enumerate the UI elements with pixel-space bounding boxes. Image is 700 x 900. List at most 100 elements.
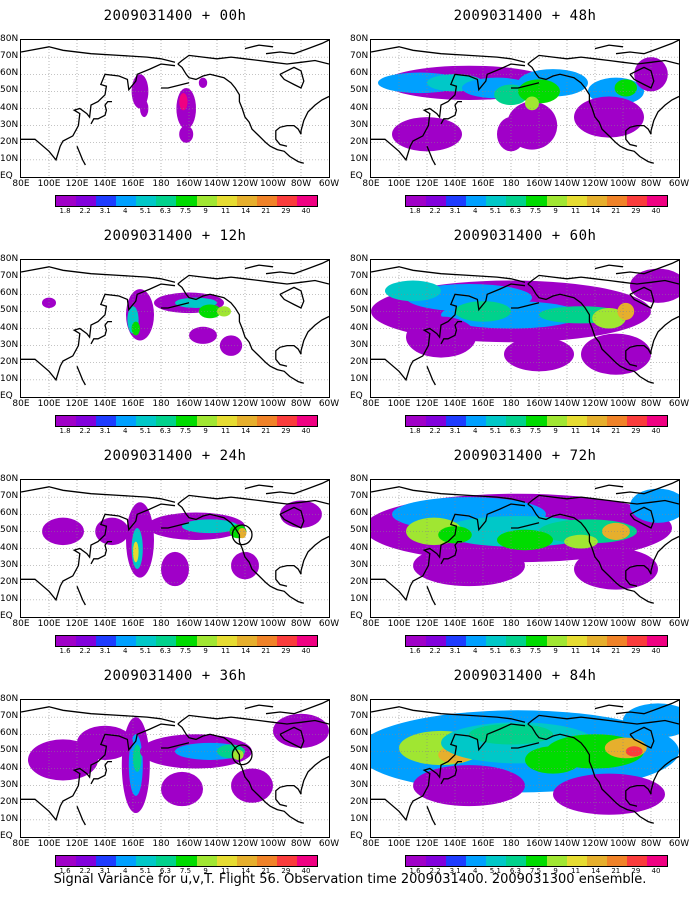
colorbar-label: 7.5 <box>179 427 192 435</box>
lat-tick-label: 30N <box>0 339 19 350</box>
map-frame <box>370 259 680 398</box>
lon-tick-label: 120W <box>231 839 259 849</box>
lat-tick-label: 70N <box>350 51 369 62</box>
coastline <box>371 503 526 602</box>
lon-tick-label: 60W <box>668 619 690 629</box>
colorbar-swatch <box>136 856 157 866</box>
colorbar-label: 21 <box>611 647 621 655</box>
colorbar-label: 5.1 <box>139 427 151 435</box>
lon-tick-label: 180 <box>502 839 520 849</box>
lon-tick-label: 60W <box>668 399 690 409</box>
lat-tick-label: 10N <box>0 153 19 164</box>
colorbar-label: 2.2 <box>429 427 441 435</box>
colorbar-label: 4 <box>473 207 478 215</box>
variance-contour-region <box>617 302 635 320</box>
variance-contour-region <box>231 551 259 580</box>
colorbar-swatch <box>626 636 647 646</box>
colorbar-label: 1.8 <box>59 427 71 435</box>
coastline <box>244 704 274 710</box>
lat-tick-label: 10N <box>350 153 369 164</box>
colorbar-label: 21 <box>261 207 271 215</box>
lon-tick-label: 160W <box>525 179 553 189</box>
variance-contour-region <box>634 57 668 92</box>
colorbar-swatch <box>96 196 117 206</box>
coastline <box>300 755 329 795</box>
map-panel-p72: 2009031400 + 72h 80N 70N 60N 50N 40N 30N 20N 10N… <box>350 440 700 660</box>
lon-tick-label: 180 <box>152 179 170 189</box>
lat-tick-label: 20N <box>350 136 369 147</box>
colorbar-swatch <box>466 196 487 206</box>
lat-tick-label: 60N <box>350 728 369 739</box>
variance-contour-region <box>574 96 644 138</box>
colorbar-label: 11 <box>571 207 581 215</box>
colorbar-label: 21 <box>611 427 621 435</box>
colorbar-swatch <box>646 856 668 866</box>
coastline <box>244 264 274 270</box>
lat-tick-label: 40N <box>0 542 19 553</box>
coastline <box>440 760 462 785</box>
coastline <box>629 726 655 749</box>
colorbar-label: 3.1 <box>99 867 111 875</box>
lat-tick-label: 50N <box>350 525 369 536</box>
colorbar-swatch <box>196 636 217 646</box>
colorbar-label: 14 <box>241 427 251 435</box>
lat-tick-label: 30N <box>350 559 369 570</box>
lon-tick-label: 180 <box>152 839 170 849</box>
colorbar-swatch <box>566 856 587 866</box>
colorbar-label: 21 <box>261 427 271 435</box>
colorbar-swatch <box>256 856 277 866</box>
lon-tick-label: 100E <box>387 839 411 849</box>
colorbar-label: 5.1 <box>489 647 501 655</box>
colorbar-swatch <box>446 196 467 206</box>
lat-tick-label: 20N <box>0 576 19 587</box>
lat-tick-label: 60N <box>0 68 19 79</box>
colorbar-label: 29 <box>281 647 291 655</box>
variance-map <box>371 40 679 177</box>
lat-tick-label: EQ <box>350 171 363 181</box>
coastline <box>426 365 436 386</box>
coastline <box>650 535 679 575</box>
coastline <box>527 63 654 164</box>
coastline <box>527 714 679 725</box>
lon-tick-label: 160W <box>175 399 203 409</box>
colorbar <box>55 635 318 647</box>
variance-contour-region <box>469 723 553 745</box>
variance-contour-region <box>392 117 462 152</box>
variance-map <box>371 260 679 397</box>
lon-tick-label: 180 <box>502 619 520 629</box>
colorbar-swatch <box>96 856 117 866</box>
lat-tick-label: 40N <box>0 322 19 333</box>
coastline <box>279 66 305 89</box>
lon-tick-label: 60W <box>318 399 340 409</box>
colorbar-swatch <box>96 416 117 426</box>
colorbar-swatch <box>176 416 197 426</box>
variance-contour-region <box>232 749 244 760</box>
variance-contour-region <box>182 519 238 534</box>
lon-tick-label: 120E <box>415 179 439 189</box>
colorbar-swatch <box>566 196 587 206</box>
lat-tick-label: EQ <box>0 831 13 841</box>
coastline <box>426 805 436 826</box>
lon-tick-label: 180 <box>152 399 170 409</box>
coastline <box>650 755 679 795</box>
coastline <box>511 742 540 749</box>
lat-tick-label: 30N <box>350 339 369 350</box>
colorbar-swatch <box>506 856 527 866</box>
map-frame <box>370 479 680 618</box>
coastline <box>279 506 305 529</box>
lon-tick-label: 80E <box>362 179 380 189</box>
lat-tick-label: 40N <box>350 102 369 113</box>
lon-tick-label: 140W <box>203 839 231 849</box>
colorbar-label: 3.1 <box>449 647 461 655</box>
lon-tick-label: 80W <box>640 179 662 189</box>
lon-tick-label: 80W <box>640 839 662 849</box>
colorbar-swatch <box>486 196 507 206</box>
colorbar-label: 29 <box>631 867 641 875</box>
coastline <box>371 723 526 822</box>
colorbar-swatch <box>606 196 627 206</box>
coastline <box>594 44 624 50</box>
panel-title: 2009031400 + 48h <box>453 8 597 24</box>
coastline <box>76 365 86 386</box>
coastline <box>279 726 305 749</box>
lon-tick-label: 120W <box>581 619 609 629</box>
